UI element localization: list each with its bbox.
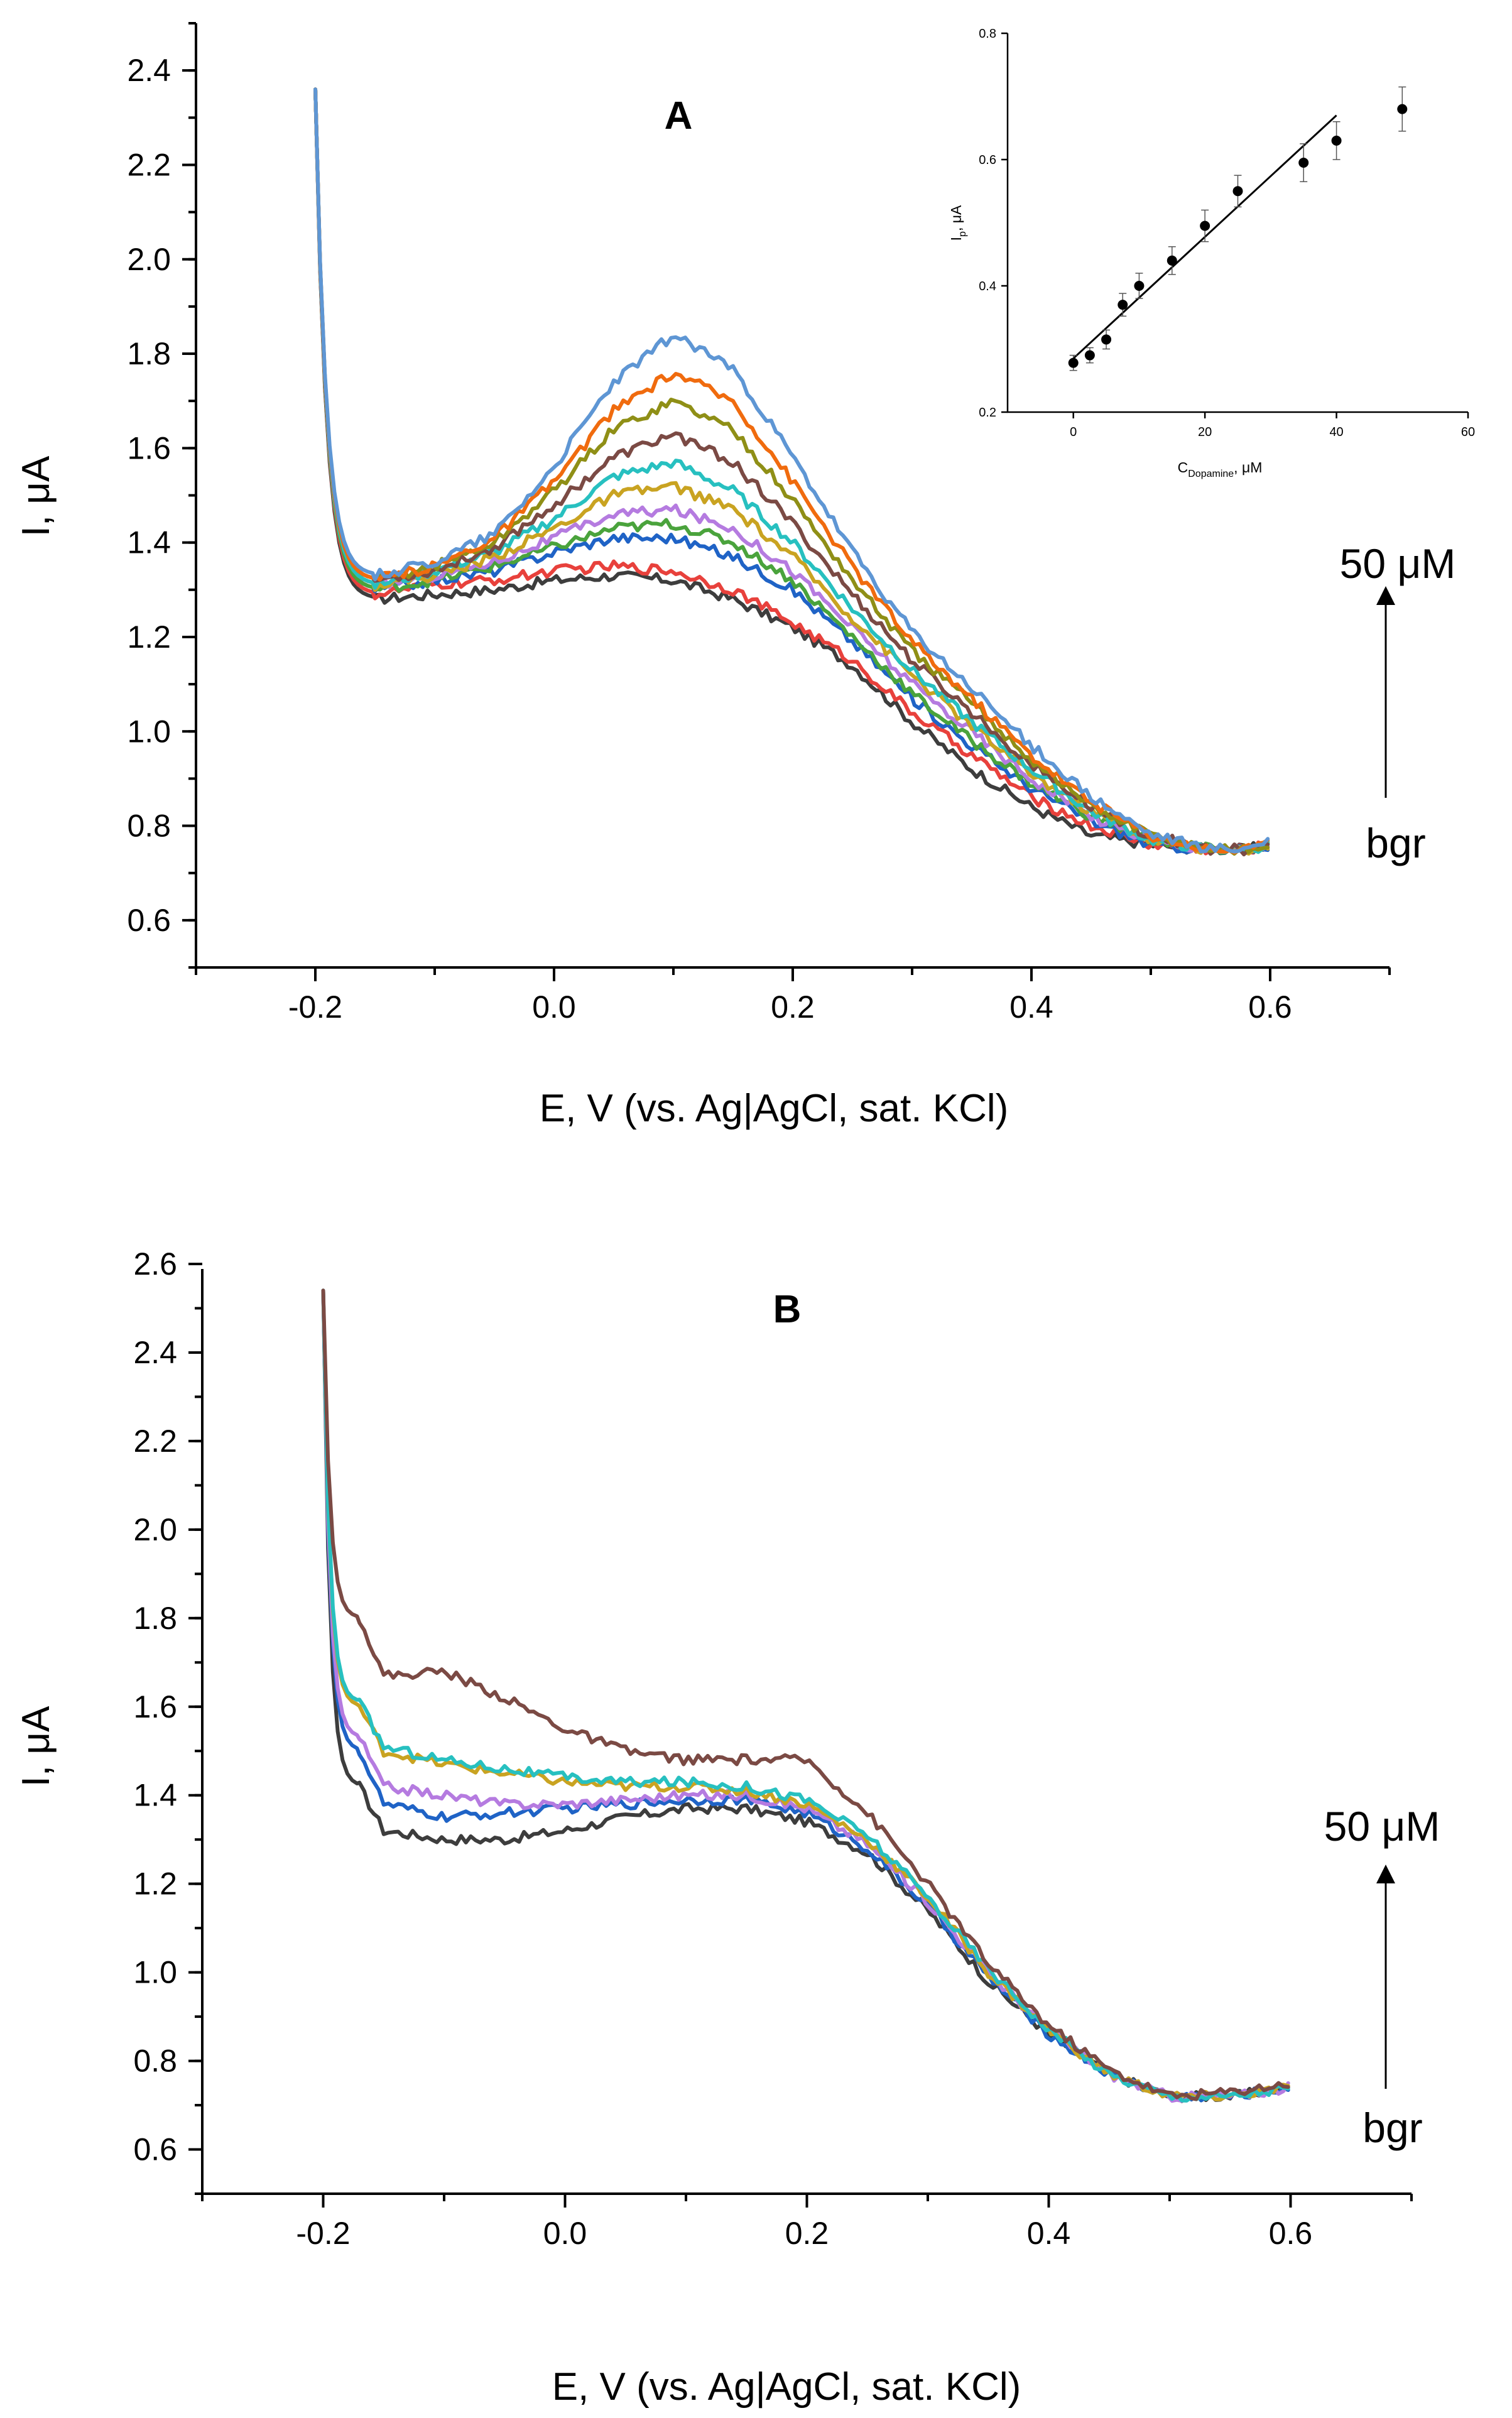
inset-point	[1167, 255, 1177, 266]
inset-point	[1101, 334, 1112, 345]
panel-a-curve-c6	[313, 87, 1270, 856]
inset-y-tick-label: 0.6	[979, 153, 996, 167]
panel-a-curve-c9	[313, 87, 1270, 855]
panel-b-y-tick-label: 1.0	[133, 1955, 177, 1990]
inset-point	[1068, 357, 1079, 368]
panel-a-x-tick-label: 0.2	[771, 989, 815, 1025]
panel-b-x-tick-label: 0.4	[1027, 2216, 1071, 2251]
inset-ticks: 0 20 40 60 0.2 0.4 0.6 0.8	[979, 27, 1475, 439]
inset-y-axis-label: Ip, μA	[948, 205, 968, 241]
panel-b-curves	[321, 1288, 1290, 2103]
panel-a-curve-50-uM	[313, 87, 1270, 854]
panel-a-y-tick-label: 1.8	[127, 336, 171, 371]
inset-x-tick-label: 0	[1070, 425, 1077, 439]
panel-a-curve-bgr	[313, 87, 1270, 856]
panel-b-curve-c1	[321, 1288, 1290, 2103]
panel-a-curve-c1	[313, 87, 1270, 856]
inset-point	[1118, 300, 1128, 310]
inset-x-tick-label: 40	[1329, 425, 1343, 439]
panel-b-x-tick-label: 0.0	[543, 2216, 587, 2251]
panel-a: -0.2 0.0 0.2 0.4 0.6 0.6 0.8 1.0 1.2 1.4 1.6 1.8 2.0…	[14, 22, 1475, 1130]
panel-a-y-tick-label: 0.6	[127, 903, 171, 938]
panel-b-y-tick-label: 2.2	[133, 1424, 177, 1459]
inset-point	[1084, 350, 1095, 361]
panel-a-annotation-bgr: bgr	[1366, 820, 1425, 866]
inset-x-tick-label: 20	[1198, 425, 1212, 439]
panel-a-y-tick-label: 1.0	[127, 714, 171, 749]
panel-b-y-tick-label: 2.4	[133, 1335, 177, 1370]
inset-y-label-sub: p	[957, 231, 968, 237]
panel-b-y-tick-label: 1.8	[133, 1601, 177, 1636]
panel-a-curves	[313, 87, 1270, 857]
inset-point	[1200, 221, 1210, 231]
panel-b-y-tick-label: 0.8	[133, 2044, 177, 2079]
panel-b-label: B	[773, 1288, 802, 1331]
panel-b-y-tick-label: 1.2	[133, 1866, 177, 1902]
panel-b: -0.2 0.0 0.2 0.4 0.6 0.6 0.8 1.0 1.2 1.4 1.6 1.8 2.0…	[14, 1246, 1440, 2409]
panel-b-x-tick-label: 0.2	[785, 2216, 829, 2251]
panel-a-curve-c7	[313, 87, 1270, 857]
inset-x-axis-label: CDopamine, μM	[1178, 459, 1263, 479]
inset-marks	[1068, 86, 1408, 371]
panel-b-annotation-bgr: bgr	[1362, 2105, 1422, 2151]
panel-b-x-tick-label: 0.6	[1269, 2216, 1313, 2251]
panel-a-x-tick-label: -0.2	[288, 989, 342, 1025]
inset-y-tick-label: 0.2	[979, 406, 996, 420]
panel-b-y-tick-label: 2.6	[133, 1246, 177, 1282]
panel-b-curve-50-uM	[321, 1288, 1290, 2101]
inset-x-label-sub: Dopamine	[1188, 469, 1234, 479]
panel-b-ticks: -0.2 0.0 0.2 0.4 0.6 0.6 0.8 1.0 1.2 1.4 1.6 1.8 2.0…	[133, 1246, 1413, 2251]
panel-b-curve-c4	[321, 1288, 1290, 2103]
panel-a-axes	[195, 23, 1390, 969]
panel-a-label: A	[665, 94, 693, 138]
inset-x-tick-label: 60	[1461, 425, 1475, 439]
panel-b-x-axis-label: E, V (vs. Ag|AgCl, sat. KCl)	[552, 2365, 1021, 2409]
panel-a-curve-c4	[313, 87, 1270, 854]
panel-a-x-tick-label: 0.6	[1248, 989, 1292, 1025]
panel-b-y-tick-label: 1.4	[133, 1778, 177, 1813]
inset-y-label-main: I	[948, 237, 964, 241]
panel-a-y-tick-label: 1.2	[127, 619, 171, 655]
panel-a-y-tick-label: 2.4	[127, 53, 171, 88]
panel-a-y-tick-label: 1.4	[127, 525, 171, 560]
panel-a-y-tick-label: 1.6	[127, 430, 171, 466]
panel-a-y-tick-label: 2.2	[127, 147, 171, 182]
inset-x-label-unit: , μM	[1234, 459, 1262, 476]
panel-a-x-tick-label: 0.4	[1009, 989, 1053, 1025]
panel-a-y-tick-label: 0.8	[127, 809, 171, 844]
panel-a-x-axis-label: E, V (vs. Ag|AgCl, sat. KCl)	[540, 1087, 1009, 1130]
panel-a-curve-c2	[313, 87, 1270, 854]
panel-a-annotation-top: 50 μM	[1340, 540, 1456, 587]
panel-a-curve-c5	[313, 87, 1270, 856]
panel-b-curve-c2	[321, 1288, 1290, 2103]
inset-x-label-main: C	[1178, 459, 1188, 476]
inset-point	[1232, 186, 1243, 197]
inset-point	[1298, 158, 1309, 168]
panel-a-y-axis-label: I, μA	[14, 455, 58, 536]
inset-y-tick-label: 0.8	[979, 27, 996, 41]
panel-b-axes	[201, 1269, 1411, 2195]
panel-a-curve-c8	[313, 87, 1270, 856]
panel-b-y-tick-label: 1.6	[133, 1689, 177, 1724]
panel-a-x-tick-label: 0.0	[532, 989, 576, 1025]
panel-b-y-axis-label: I, μA	[14, 1706, 58, 1787]
panel-b-x-tick-label: -0.2	[296, 2216, 350, 2251]
panel-b-y-tick-label: 0.6	[133, 2132, 177, 2167]
panel-b-y-tick-label: 2.0	[133, 1512, 177, 1547]
panel-b-annotation-top: 50 μM	[1324, 1803, 1440, 1849]
panel-b-curve-bgr	[321, 1288, 1290, 2103]
inset-point	[1331, 135, 1342, 146]
panel-a-curve-c3	[313, 87, 1270, 855]
panel-b-curve-c3	[321, 1288, 1290, 2101]
inset-y-tick-label: 0.4	[979, 280, 996, 293]
inset-point	[1134, 281, 1145, 291]
panel-a-y-tick-label: 2.0	[127, 242, 171, 277]
panel-a-inset: 0 20 40 60 0.2 0.4 0.6 0.8 CDopamine, μM Ip, μA	[948, 27, 1475, 479]
inset-y-label-unit: , μA	[948, 205, 964, 231]
inset-point	[1397, 104, 1408, 114]
panel-a-ticks: -0.2 0.0 0.2 0.4 0.6 0.6 0.8 1.0 1.2 1.4 1.6 1.8 2.0…	[127, 22, 1391, 1025]
